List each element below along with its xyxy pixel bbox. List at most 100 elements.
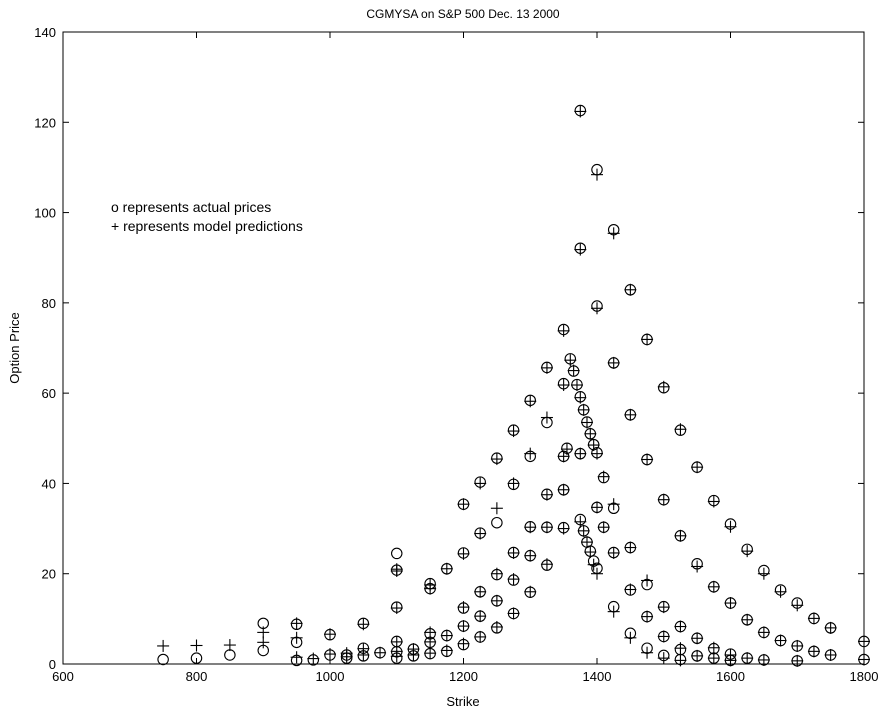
x-tick-label: 1000 [316,669,345,684]
x-tick-label: 1600 [716,669,745,684]
model-prediction-point [457,498,470,511]
y-tick-label: 120 [34,115,56,130]
model-prediction-point [607,227,620,240]
model-prediction-point [607,498,620,511]
model-prediction-point [757,567,770,580]
x-tick-label: 1200 [449,669,478,684]
model-prediction-point [674,642,687,655]
model-prediction-point [474,610,487,623]
model-prediction-point [457,637,470,650]
model-prediction-point [591,501,603,514]
x-axis-label: Strike [446,694,479,709]
model-prediction-point [507,477,520,490]
model-prediction-point [290,617,303,630]
model-prediction-point [774,634,787,647]
model-prediction-point [557,324,570,337]
model-prediction-point [290,631,303,644]
model-prediction-point [223,639,236,652]
model-prediction-point [607,356,620,369]
y-tick-label: 40 [42,476,56,491]
actual-price-point [190,652,203,664]
model-prediction-point [584,427,597,440]
y-tick-label: 20 [42,567,56,582]
actual-price-point [390,547,403,560]
model-prediction-point [807,612,820,625]
model-prediction-point [587,558,600,571]
model-prediction-point [624,283,637,296]
model-prediction-point [540,558,553,571]
model-prediction-point [691,632,704,645]
model-prediction-point [741,545,754,558]
model-prediction-point [457,547,470,560]
model-prediction-point [407,648,420,661]
x-tick-label: 800 [186,669,208,684]
model-prediction-point [257,636,270,649]
model-prediction-point [707,641,720,654]
model-prediction-point [390,650,403,663]
model-prediction-point [724,654,737,667]
model-prediction-point [524,521,537,534]
model-prediction-point [374,646,387,659]
model-prediction-point [858,653,870,666]
y-tick-label: 60 [42,386,56,401]
axis-ticks [62,31,865,665]
model-prediction-point [577,524,590,537]
model-prediction-point [657,380,670,393]
model-prediction-point [707,495,720,508]
model-prediction-point [540,411,553,424]
y-tick-label: 100 [34,206,56,221]
model-prediction-point [657,493,670,506]
model-prediction-point [340,650,353,663]
model-prediction-point [674,654,687,667]
model-prediction-point [424,635,437,648]
model-prediction-point [474,527,487,540]
model-prediction-point [707,652,720,665]
model-prediction-point [584,546,597,559]
x-tick-label: 1800 [850,669,879,684]
model-prediction-point [524,447,537,460]
model-prediction-point [290,651,303,664]
model-prediction-point [490,502,503,515]
model-prediction-point [674,620,687,633]
model-prediction-point [724,520,737,533]
legend-model-text: + represents model predictions [111,218,303,234]
model-prediction-point [490,594,503,607]
model-prediction-point [741,613,754,626]
model-prediction-point [357,648,370,661]
model-prediction-point [574,105,587,118]
model-prediction-point [624,408,637,421]
model-prediction-point [540,488,553,501]
model-prediction-point [440,644,453,657]
model-prediction-point [641,610,654,623]
model-prediction-point [657,630,670,643]
model-prediction-point [624,541,637,554]
model-prediction-point [524,395,537,408]
model-prediction-point [307,652,320,665]
model-prediction-point [757,626,770,639]
model-prediction-point [624,631,637,644]
model-prediction-point [457,620,470,633]
model-prediction-point [474,585,487,598]
model-prediction-point [540,361,553,374]
y-tick-label: 140 [34,25,56,40]
model-prediction-point [524,585,537,598]
model-prediction-point [457,601,470,614]
model-prediction-point [580,536,593,549]
model-prediction-point [524,549,537,562]
model-prediction-point [607,546,620,559]
model-prediction-point [557,379,570,392]
model-prediction-point [791,599,804,612]
model-prediction-point [507,425,520,438]
model-prediction-point [440,562,453,575]
data-points [157,104,870,667]
model-prediction-point [557,522,570,535]
model-prediction-point [507,607,520,620]
model-prediction-point [597,521,610,534]
model-prediction-point [591,302,603,315]
model-prediction-point [574,391,587,404]
model-prediction-point [824,621,837,634]
legend: o represents actual prices + represents … [111,199,303,234]
x-tick-label: 1400 [583,669,612,684]
chart-title: CGMYSA on S&P 500 Dec. 13 2000 [366,7,560,21]
